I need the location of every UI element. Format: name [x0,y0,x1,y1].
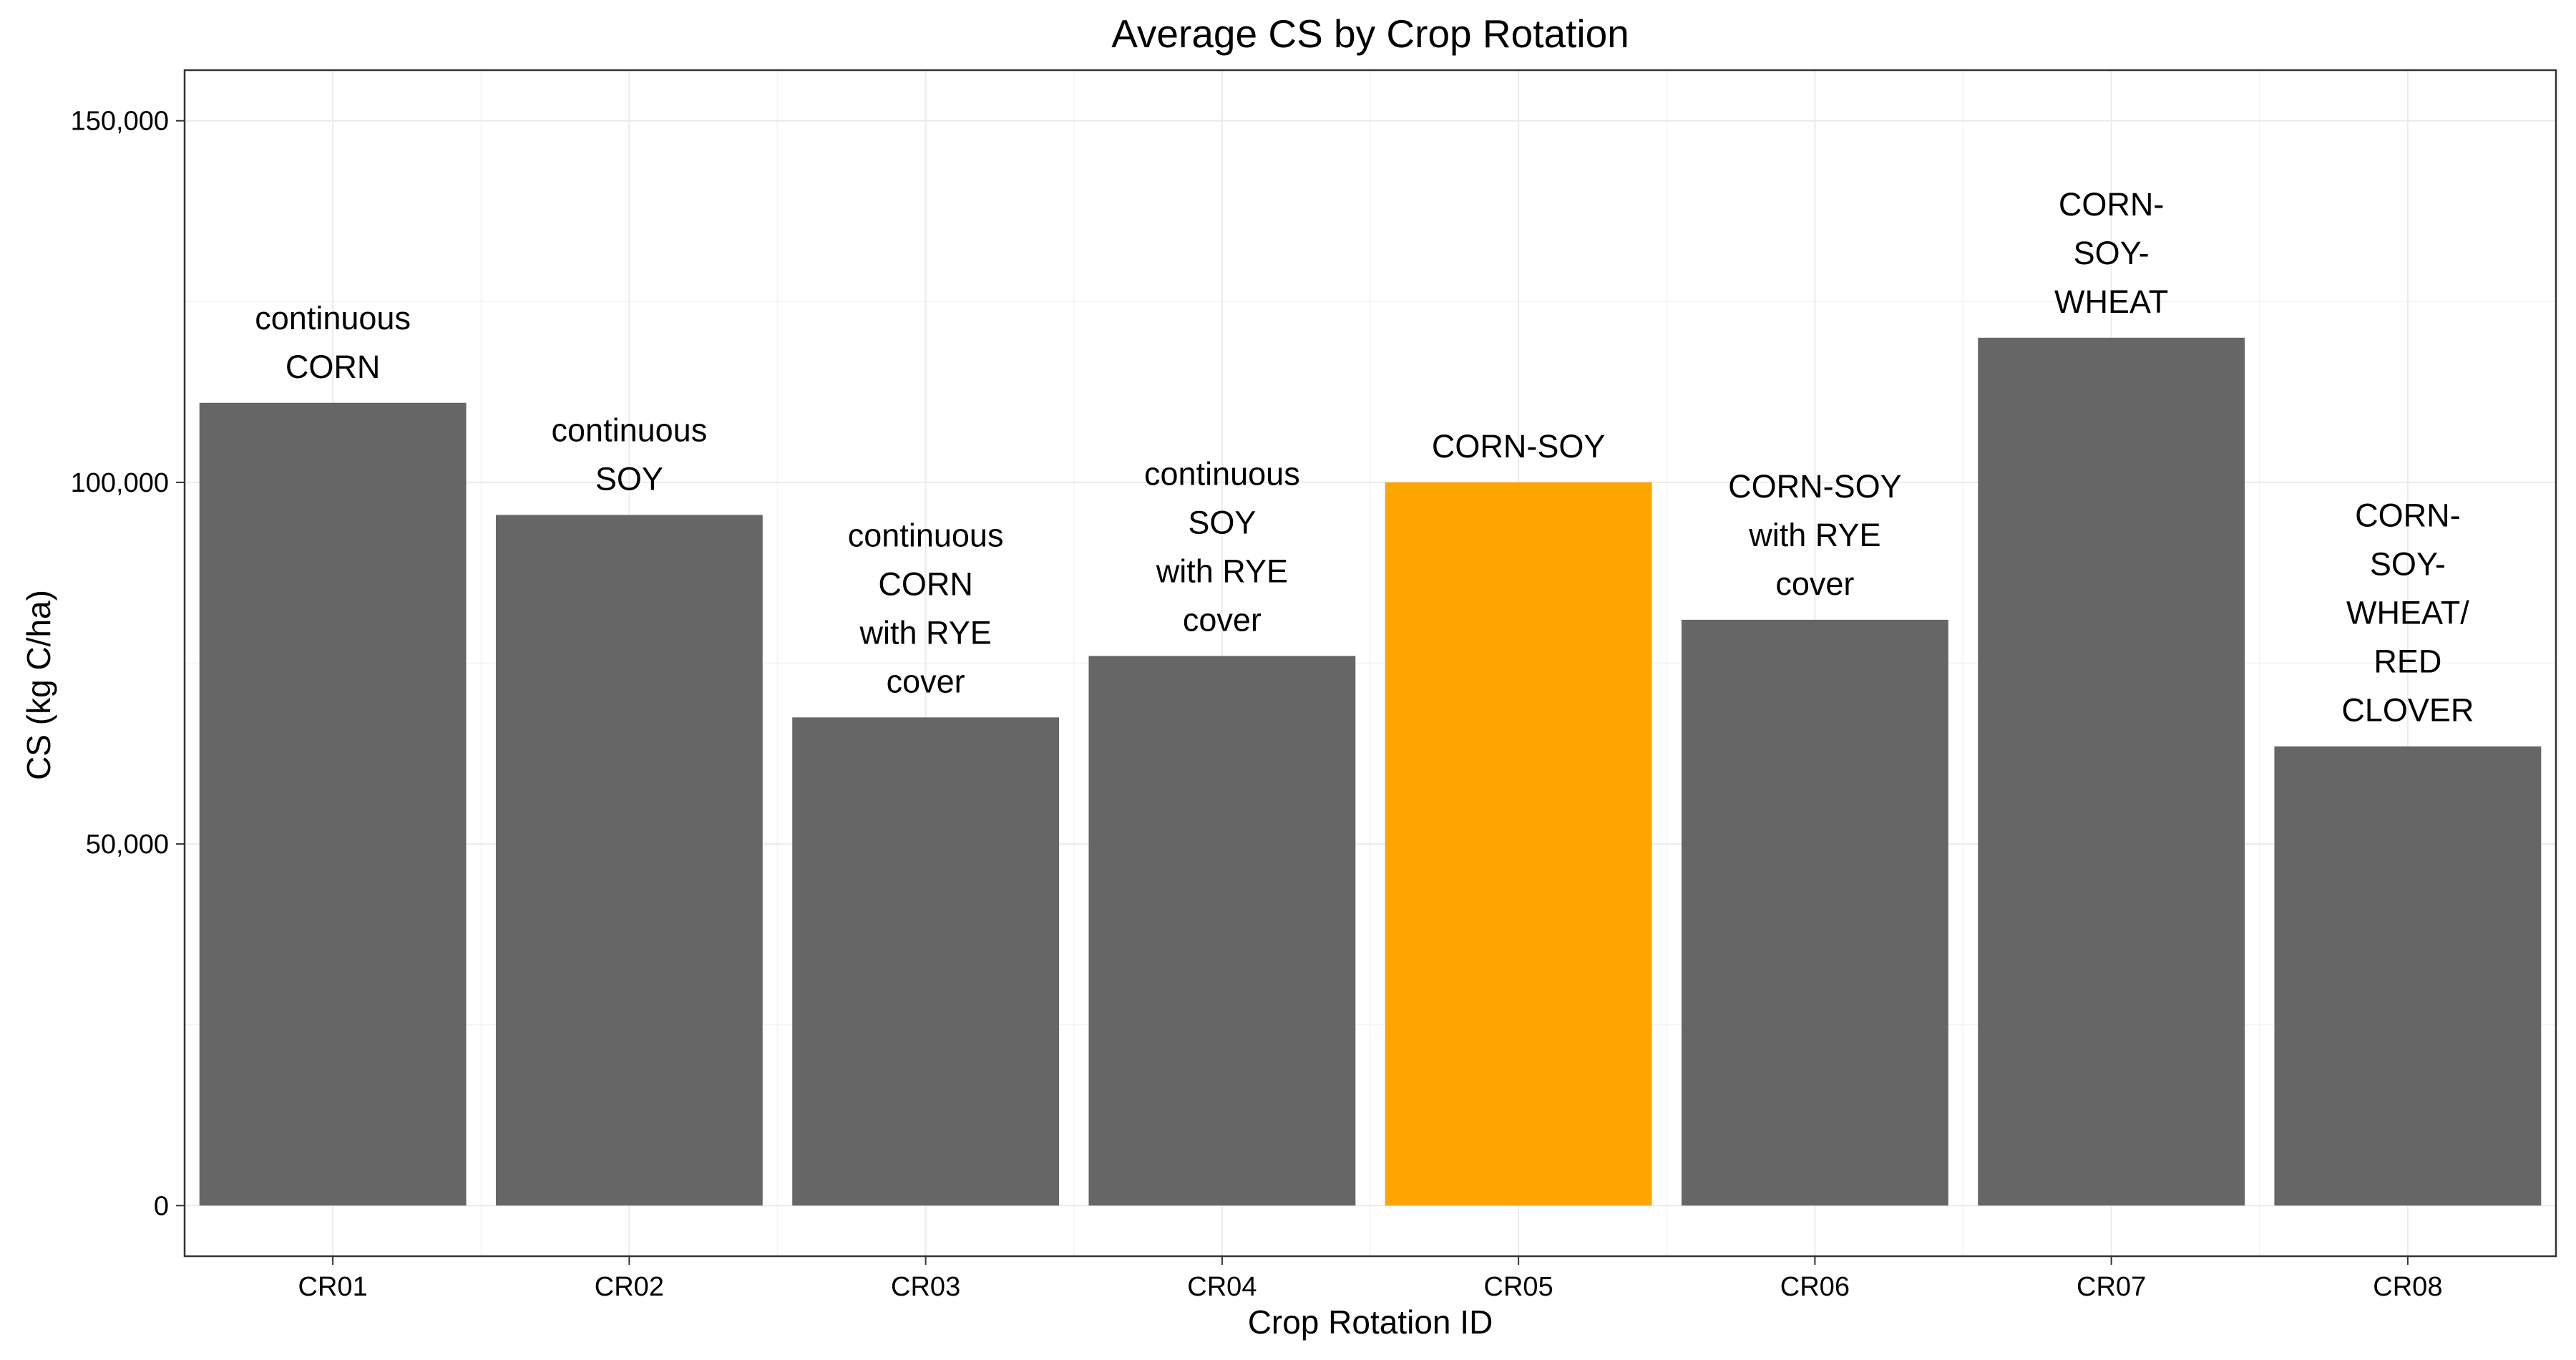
bar-label-line: WHEAT [2054,283,2168,320]
y-tick-label: 100,000 [71,468,169,498]
bar-label-line: SOY- [2074,235,2150,271]
bar-label-line: SOY- [2370,546,2446,583]
x-tick-label-cr05: CR05 [1484,1272,1553,1302]
bar-label-line: continuous [1144,455,1300,492]
bar-cr04 [1088,656,1356,1206]
bar-label-line: continuous [552,412,708,448]
bar-label-line: CORN- [2059,186,2164,223]
bar-label-line: cover [1183,601,1262,638]
bar-cr01 [199,402,467,1206]
y-tick-label: 50,000 [86,830,169,860]
bar-labels-layer: continuous CORN continuous SOY continuous COR… [255,186,2474,729]
bar-label-line: with RYE [1156,553,1288,589]
y-axis: 0 50,000 100,000 150,000 [71,107,185,1221]
x-tick-label-cr06: CR06 [1780,1272,1850,1302]
bar-cr08 [2274,746,2542,1206]
bar-label-line: CORN- [2355,497,2460,534]
bar-label-cr04: continuous SOY with RYE cover [1144,455,1300,638]
bar-label-cr01: continuous CORN [255,300,411,385]
bar-label-cr06: CORN-SOY with RYE cover [1728,468,1902,602]
x-axis: CR01 CR02 CR03 CR04 CR05 CR06 CR07 CR08 [298,1256,2442,1302]
plot-panel-border [183,69,2557,1258]
bar-label-line: CORN-SOY [1432,428,1606,465]
bar-cr06 [1681,619,1948,1206]
x-axis-title: Crop Rotation ID [1248,1303,1493,1341]
chart-title: Average CS by Crop Rotation [1111,11,1629,56]
y-tick-label: 0 [154,1191,169,1221]
x-tick-label-cr01: CR01 [298,1272,368,1302]
bar-label-line: SOY [1188,504,1256,540]
x-tick-label-cr08: CR08 [2373,1272,2442,1302]
x-tick-label-cr03: CR03 [891,1272,960,1302]
bar-label-line: with RYE [1748,517,1880,553]
bar-label-line: CORN [286,349,381,385]
bar-label-cr02: continuous SOY [552,412,708,497]
bar-label-line: cover [887,663,965,699]
bar-label-line: continuous [255,300,411,336]
bar-label-cr03: continuous CORN with RYE cover [848,517,1004,699]
bar-cr03 [792,717,1060,1206]
x-tick-label-cr07: CR07 [2077,1272,2146,1302]
bar-label-cr05: CORN-SOY [1432,428,1606,465]
y-axis-title: CS (kg C/ha) [20,590,57,780]
x-tick-label-cr04: CR04 [1187,1272,1257,1302]
bar-label-line: RED [2373,643,2441,680]
bar-label-line: continuous [848,517,1004,553]
bar-label-line: WHEAT/ [2346,595,2469,631]
bar-label-line: cover [1775,565,1854,602]
bar-label-line: with RYE [859,614,992,651]
bar-label-line: CORN [878,565,973,602]
bar-label-line: SOY [595,460,663,497]
x-tick-label-cr02: CR02 [595,1272,664,1302]
bars-layer [199,337,2542,1206]
bar-label-line: CORN-SOY [1728,468,1902,505]
bar-label-line: CLOVER [2341,692,2474,729]
bar-cr02 [495,515,763,1206]
bar-label-cr08: CORN- SOY- WHEAT/RED CLOVER [2341,497,2474,729]
bar-cr07 [1978,337,2245,1206]
bar-label-cr07: CORN- SOY- WHEAT [2054,186,2168,320]
bar-cr05 [1385,482,1652,1206]
y-tick-label: 150,000 [71,107,169,137]
